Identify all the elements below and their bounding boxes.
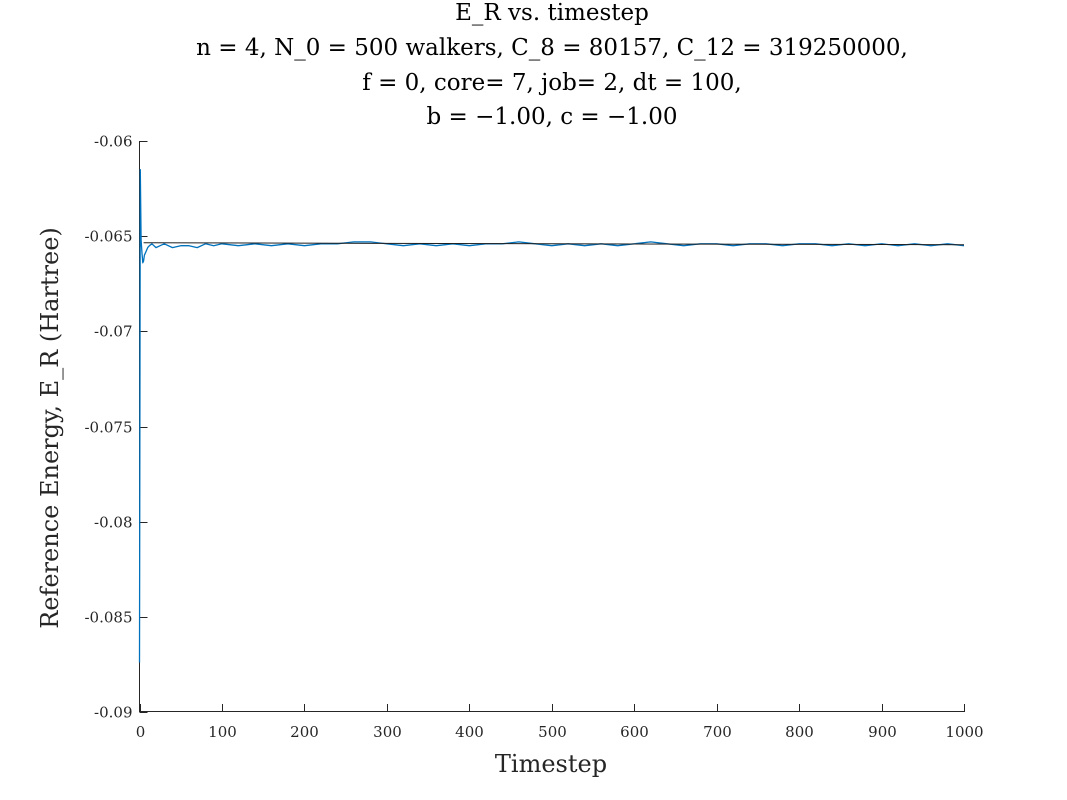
y-tick-label: -0.07 [94, 323, 132, 341]
y-ticks: -0.06 -0.065 -0.07 -0.075 -0.08 -0.085 -0.09 [84, 133, 148, 722]
x-tick-label: 1000 [945, 723, 983, 741]
y-tick-label: -0.09 [94, 704, 132, 722]
x-tick-label: 400 [455, 723, 484, 741]
title-line-2: n = 4, N_0 = 500 walkers, C_8 = 80157, C… [196, 35, 908, 61]
x-tick-label: 200 [290, 723, 319, 741]
title-line-3: f = 0, core= 7, job= 2, dt = 100, [362, 70, 741, 96]
x-axis-title: Timestep [495, 750, 607, 778]
x-tick-label: 0 [136, 723, 146, 741]
y-tick-label: -0.075 [84, 419, 132, 437]
x-tick-label: 300 [373, 723, 402, 741]
y-tick-label: -0.065 [84, 228, 132, 246]
title-line-4: b = −1.00, c = −1.00 [427, 104, 678, 130]
y-tick-label: -0.08 [94, 514, 132, 532]
chart-title: E_R vs. timestep n = 4, N_0 = 500 walker… [196, 0, 908, 130]
x-tick-label: 100 [208, 723, 237, 741]
y-axis-title: Reference Energy, E_R (Hartree) [36, 227, 64, 629]
x-ticks: 0 100 200 300 400 500 600 700 800 900 1000 [136, 704, 984, 741]
x-tick-label: 900 [868, 723, 897, 741]
series-layer [138, 168, 965, 663]
y-tick-label: -0.06 [94, 133, 132, 151]
x-tick-label: 700 [703, 723, 732, 741]
x-tick-label: 500 [538, 723, 567, 741]
title-line-1: E_R vs. timestep [455, 0, 649, 26]
x-tick-label: 600 [620, 723, 649, 741]
x-tick-label: 800 [785, 723, 814, 741]
series-line-instantaneous [138, 168, 965, 663]
y-tick-label: -0.085 [84, 609, 132, 627]
series-line-average [143, 242, 965, 246]
